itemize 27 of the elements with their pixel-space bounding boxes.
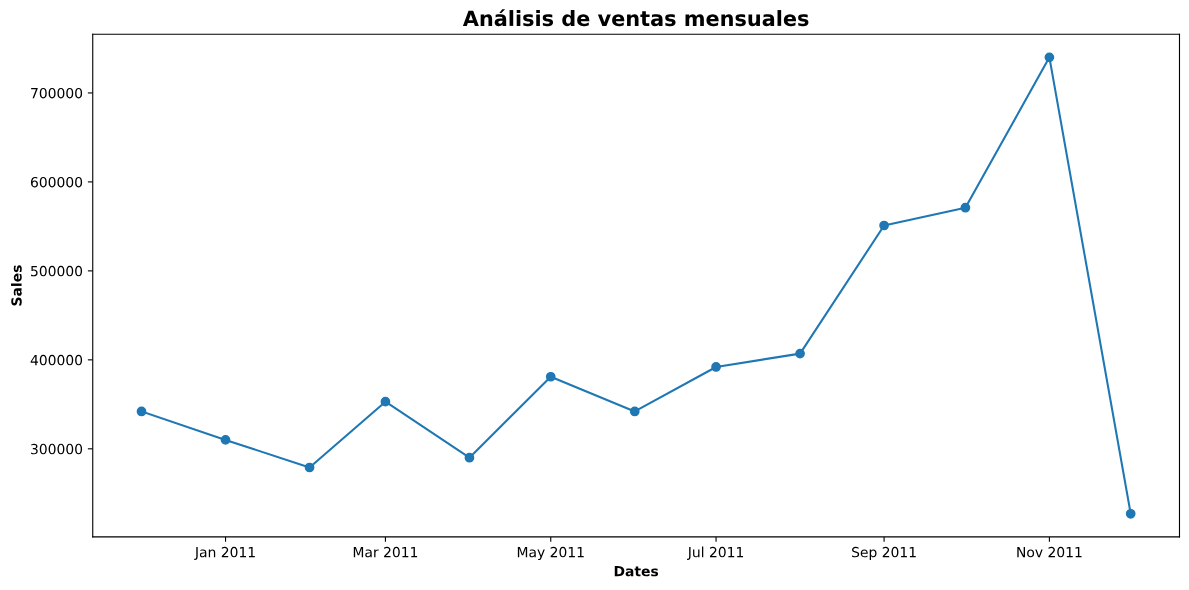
y-tick-label: 300000 <box>31 443 83 455</box>
point <box>960 202 971 213</box>
y-tick-label: 500000 <box>31 265 83 277</box>
point <box>304 462 315 473</box>
point <box>464 452 475 463</box>
point <box>711 362 721 372</box>
point <box>1044 52 1055 63</box>
chart-title: Análisis de ventas mensuales <box>462 9 809 27</box>
x-tick-label: Sep 2011 <box>852 546 916 561</box>
point <box>545 371 556 382</box>
x-tick-label: Mar 2011 <box>353 546 418 558</box>
point <box>380 396 391 407</box>
point <box>879 220 889 231</box>
x-tick-label: Jan 2011 <box>194 546 255 560</box>
point <box>1125 508 1136 519</box>
point <box>136 406 147 417</box>
x-tick-label: May 2011 <box>517 546 584 561</box>
x-axis-title: Dates <box>614 566 659 577</box>
x-tick-label: Nov 2011 <box>1017 546 1082 558</box>
point <box>220 435 231 445</box>
point <box>795 348 805 359</box>
y-tick-label: 600000 <box>30 176 83 188</box>
y-axis-title: Sales <box>11 265 22 306</box>
point <box>629 406 640 417</box>
y-tick-label: 400000 <box>30 354 83 366</box>
y-tick-label: 700000 <box>31 87 83 99</box>
x-tick-label: Jul 2011 <box>687 546 744 560</box>
